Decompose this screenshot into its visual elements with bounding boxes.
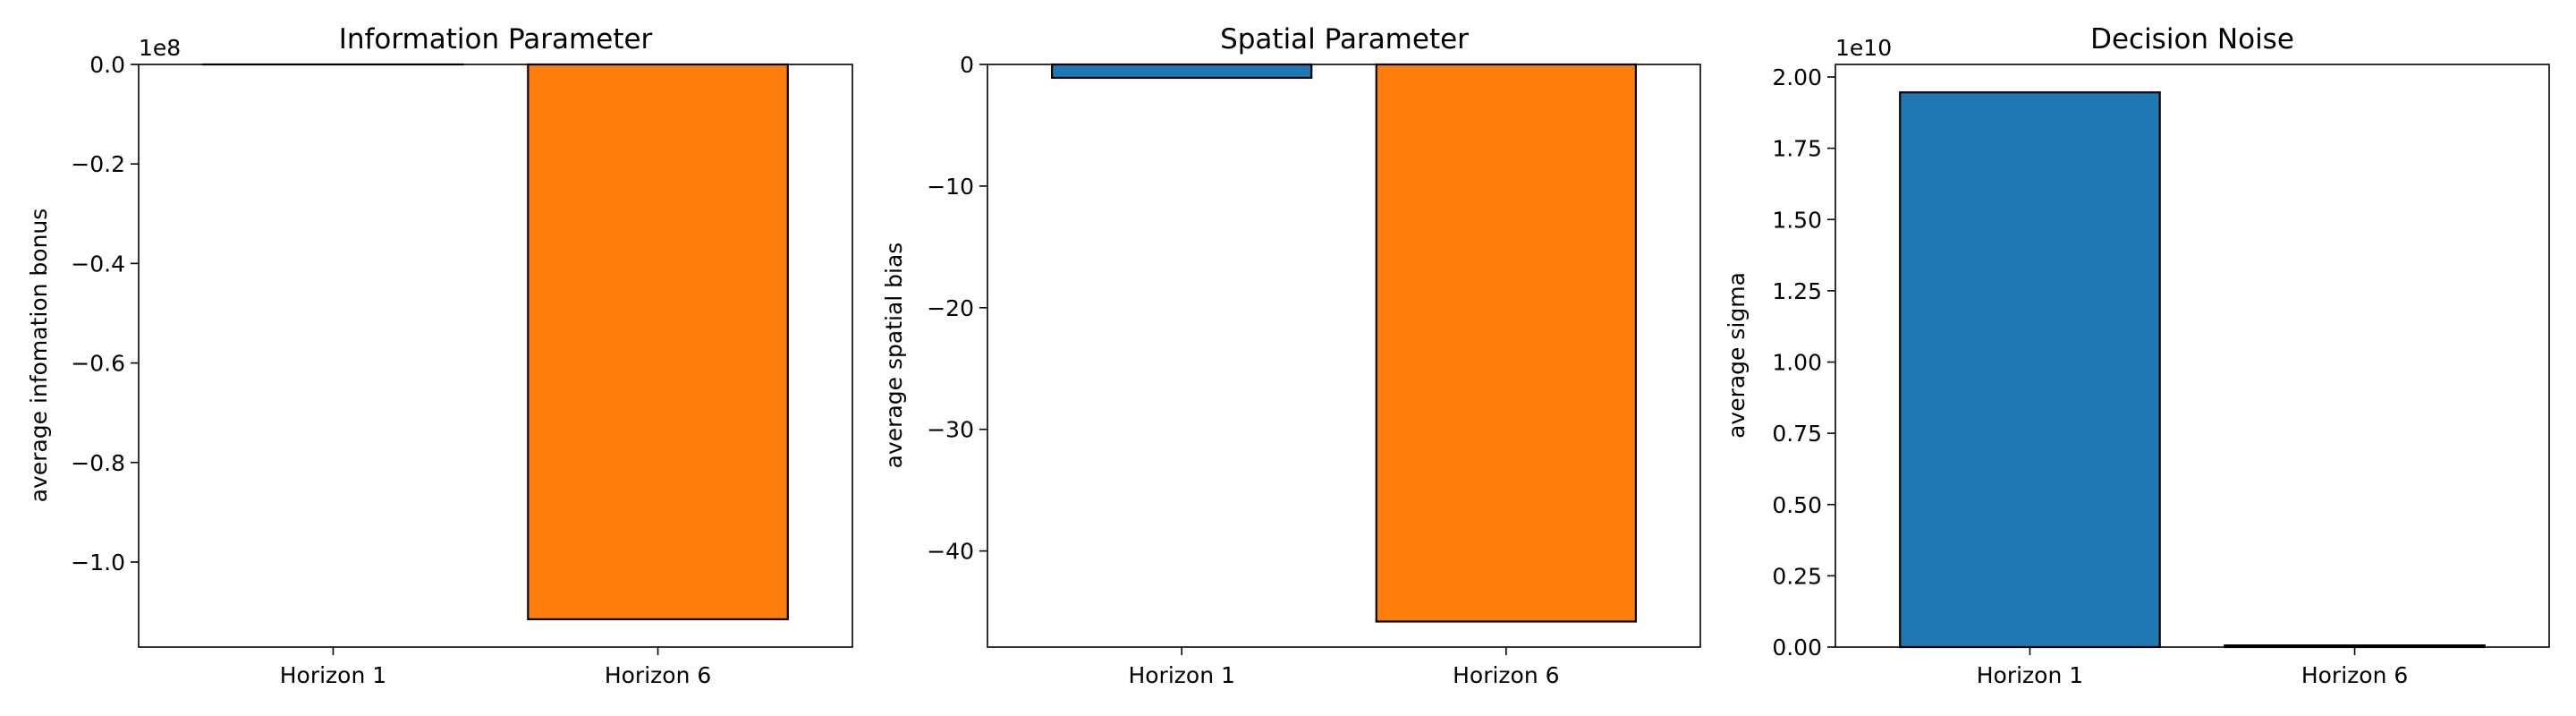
y-axis-ticks: 0.00 0.25 0.50 0.75 1.00 1.25 1.50 1.75 2.00: [1772, 64, 1835, 661]
subplot-spatial-parameter: Spatial Parameter average spatial bias 0…: [881, 23, 1701, 688]
subplot-information-parameter: Information Parameter 1e8 average infoma…: [26, 23, 853, 688]
y-tick-label: −0.8: [71, 450, 125, 476]
plot-area-frame: [138, 64, 853, 648]
chart-title: Decision Noise: [2090, 23, 2294, 55]
plot-area-frame: [1835, 64, 2550, 648]
y-tick-label: 0.0: [89, 52, 125, 78]
y-tick-label: 0.50: [1772, 492, 1822, 518]
plot-area-frame: [987, 64, 1701, 648]
x-tick-label: Horizon 1: [1128, 662, 1234, 688]
y-tick-label: 0.00: [1772, 635, 1822, 661]
bar-horizon-6: [527, 63, 789, 620]
chart-title: Information Parameter: [339, 23, 653, 55]
y-axis-label: average sigma: [1724, 272, 1750, 439]
y-axis-ticks: 0.0 −0.2 −0.4 −0.6 −0.8 −1.0: [71, 52, 139, 575]
x-axis-ticks: Horizon 1 Horizon 6: [1128, 647, 1560, 688]
x-axis-ticks: Horizon 1 Horizon 6: [1977, 647, 2408, 688]
y-tick-label: 0.75: [1772, 421, 1822, 447]
bar-horizon-6: [1375, 63, 1637, 623]
y-axis-ticks: 0 −10 −20 −30 −40: [927, 52, 987, 565]
x-tick-label: Horizon 1: [280, 662, 386, 688]
y-tick-label: 0: [960, 52, 974, 78]
y-tick-label: 1.50: [1772, 207, 1822, 233]
y-tick-label: 2.00: [1772, 64, 1822, 90]
bar-series: [1899, 91, 2486, 649]
subplot-decision-noise: Decision Noise 1e10 average sigma 0.000.…: [1724, 23, 2550, 688]
x-tick-label: Horizon 1: [1977, 662, 2083, 688]
y-tick-label: −30: [927, 417, 974, 443]
y-axis-multiplier: 1e8: [139, 35, 181, 61]
x-tick-label: Horizon 6: [2301, 662, 2408, 688]
y-axis-multiplier: 1e10: [1835, 35, 1892, 61]
y-tick-label: 1.00: [1772, 350, 1822, 376]
bar-series: [202, 63, 789, 620]
bar-horizon-1: [1051, 63, 1313, 80]
x-axis-ticks: Horizon 1 Horizon 6: [280, 647, 711, 688]
y-tick-label: −20: [927, 295, 974, 321]
y-axis-label: average spatial bias: [881, 243, 907, 469]
bar-series: [1051, 63, 1637, 623]
y-tick-label: −10: [927, 174, 974, 200]
y-tick-label: −1.0: [71, 550, 125, 575]
y-tick-label: −40: [927, 539, 974, 565]
y-tick-label: −0.2: [71, 151, 125, 177]
x-tick-label: Horizon 6: [1453, 662, 1559, 688]
bar-horizon-1: [1899, 91, 2161, 649]
y-tick-label: −0.4: [71, 251, 125, 277]
x-tick-label: Horizon 6: [605, 662, 711, 688]
y-tick-label: −0.6: [71, 351, 125, 377]
y-axis-label: average infomation bonus: [26, 209, 52, 503]
chart-title: Spatial Parameter: [1220, 23, 1469, 55]
y-tick-label: 0.25: [1772, 563, 1822, 589]
y-tick-label: 1.25: [1772, 278, 1822, 304]
y-tick-label: 1.75: [1772, 136, 1822, 162]
